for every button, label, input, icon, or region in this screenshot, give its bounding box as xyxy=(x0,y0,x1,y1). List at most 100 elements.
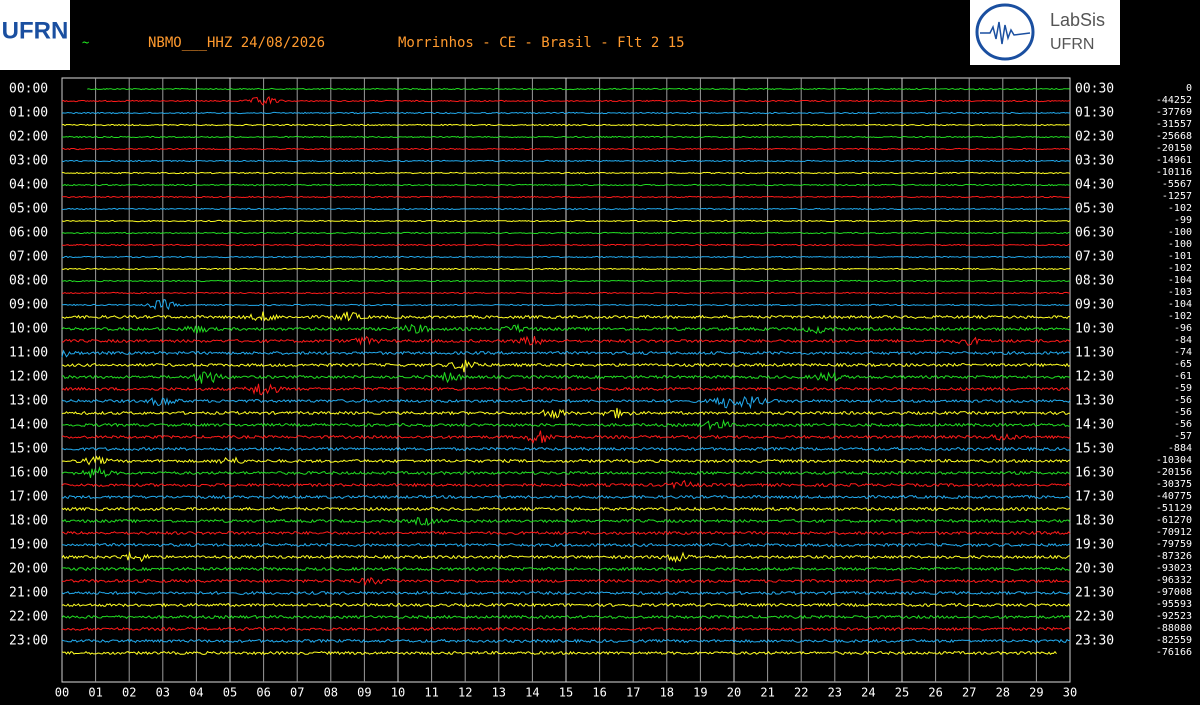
row-offset: -76166 xyxy=(1156,647,1192,658)
station: NBMO___HHZ 24/08/2026 xyxy=(148,35,325,51)
trace xyxy=(61,602,1071,608)
trace xyxy=(62,291,1071,295)
row-offset: -56 xyxy=(1174,419,1192,430)
trace xyxy=(61,506,1071,512)
trace xyxy=(61,335,1071,346)
labels: 00 01 02 03 04 05 06 07 08 09 10 11 12 13 14 15 16 17 18 19… xyxy=(9,82,1192,700)
row-offset: -74 xyxy=(1174,347,1192,358)
half-hour-label: 09:30 xyxy=(1075,298,1114,313)
row-offset: -102 xyxy=(1168,203,1192,214)
row-offset: -100 xyxy=(1168,239,1192,250)
right-logo-subtitle: UFRN xyxy=(1050,36,1094,53)
trace xyxy=(61,349,1071,358)
left-logo: UFRN xyxy=(2,17,69,44)
hour-label: 23:00 xyxy=(9,634,48,649)
row-offset: -104 xyxy=(1168,299,1192,310)
row-offset: -96332 xyxy=(1156,575,1192,586)
half-hour-label: 00:30 xyxy=(1075,82,1114,97)
row-offset: -56 xyxy=(1174,395,1192,406)
half-hour-label: 04:30 xyxy=(1075,178,1114,193)
row-offset: -40775 xyxy=(1156,491,1192,502)
minute-label: 04 xyxy=(189,686,203,700)
minute-label: 15 xyxy=(559,686,573,700)
half-hour-label: 15:30 xyxy=(1075,442,1114,457)
trace xyxy=(62,626,1071,632)
row-offset: -14961 xyxy=(1156,155,1192,166)
location: Morrinhos - CE - Brasil - Flt 2 15 xyxy=(398,35,685,51)
row-offset: -99 xyxy=(1174,215,1192,226)
trace xyxy=(61,576,1071,587)
row-offset: -20156 xyxy=(1156,467,1192,478)
minute-label: 25 xyxy=(895,686,909,700)
hour-label: 08:00 xyxy=(9,274,48,289)
half-hour-label: 21:30 xyxy=(1075,586,1114,601)
row-offset: 0 xyxy=(1186,83,1192,94)
hour-label: 13:00 xyxy=(9,394,48,409)
minute-label: 08 xyxy=(324,686,338,700)
trace xyxy=(62,195,1071,199)
minute-label: 02 xyxy=(122,686,136,700)
row-offset: -101 xyxy=(1168,251,1192,262)
minute-label: 30 xyxy=(1063,686,1077,700)
row-offset: -82559 xyxy=(1156,635,1192,646)
trace xyxy=(61,267,1071,271)
half-hour-label: 05:30 xyxy=(1075,202,1114,217)
row-offset: -102 xyxy=(1168,263,1192,274)
trace xyxy=(61,159,1071,163)
row-offset: -102 xyxy=(1168,311,1192,322)
row-offset: -37769 xyxy=(1156,107,1192,118)
half-hour-label: 10:30 xyxy=(1075,322,1114,337)
minute-label: 00 xyxy=(55,686,69,700)
trace xyxy=(61,566,1071,572)
trace xyxy=(61,298,1071,311)
minute-label: 24 xyxy=(861,686,875,700)
minute-label: 05 xyxy=(223,686,237,700)
hour-label: 10:00 xyxy=(9,322,48,337)
row-offset: -100 xyxy=(1168,227,1192,238)
half-hour-label: 14:30 xyxy=(1075,418,1114,433)
half-hour-label: 18:30 xyxy=(1075,514,1114,529)
trace xyxy=(61,614,1071,620)
hour-label: 09:00 xyxy=(9,298,48,313)
trace xyxy=(61,542,1071,548)
minute-label: 18 xyxy=(660,686,674,700)
hour-label: 02:00 xyxy=(9,130,48,145)
minute-label: 19 xyxy=(693,686,707,700)
trace xyxy=(61,479,1071,490)
row-offset: -1257 xyxy=(1162,191,1192,202)
row-offset: -25668 xyxy=(1156,131,1192,142)
row-offset: -84 xyxy=(1174,335,1192,346)
row-offset: -79759 xyxy=(1156,539,1192,550)
row-offset: -97008 xyxy=(1156,587,1192,598)
half-hour-label: 02:30 xyxy=(1075,130,1114,145)
trace xyxy=(61,171,1071,175)
half-hour-label: 08:30 xyxy=(1075,274,1114,289)
minute-label: 13 xyxy=(492,686,506,700)
trace xyxy=(87,87,1070,91)
row-offset: -96 xyxy=(1174,323,1192,334)
half-hour-label: 20:30 xyxy=(1075,562,1114,577)
row-offset: -10116 xyxy=(1156,167,1192,178)
row-offset: -88080 xyxy=(1156,623,1192,634)
row-offset: -87326 xyxy=(1156,551,1192,562)
row-offset: -61 xyxy=(1174,371,1192,382)
minute-label: 01 xyxy=(88,686,102,700)
row-offset: -5567 xyxy=(1162,179,1192,190)
row-offset: -56 xyxy=(1174,407,1192,418)
trace xyxy=(61,494,1071,500)
minute-label: 14 xyxy=(525,686,539,700)
trace xyxy=(61,111,1071,115)
trace xyxy=(61,517,1071,527)
hour-label: 07:00 xyxy=(9,250,48,265)
hour-label: 11:00 xyxy=(9,346,48,361)
row-offset: -93023 xyxy=(1156,563,1192,574)
hour-label: 16:00 xyxy=(9,466,48,481)
row-offset: -884 xyxy=(1168,443,1192,454)
trace xyxy=(61,446,1071,452)
row-offset: -95593 xyxy=(1156,599,1192,610)
hour-label: 19:00 xyxy=(9,538,48,553)
trace xyxy=(61,207,1071,211)
half-hour-label: 16:30 xyxy=(1075,466,1114,481)
traces xyxy=(61,87,1071,656)
hour-label: 12:00 xyxy=(9,370,48,385)
